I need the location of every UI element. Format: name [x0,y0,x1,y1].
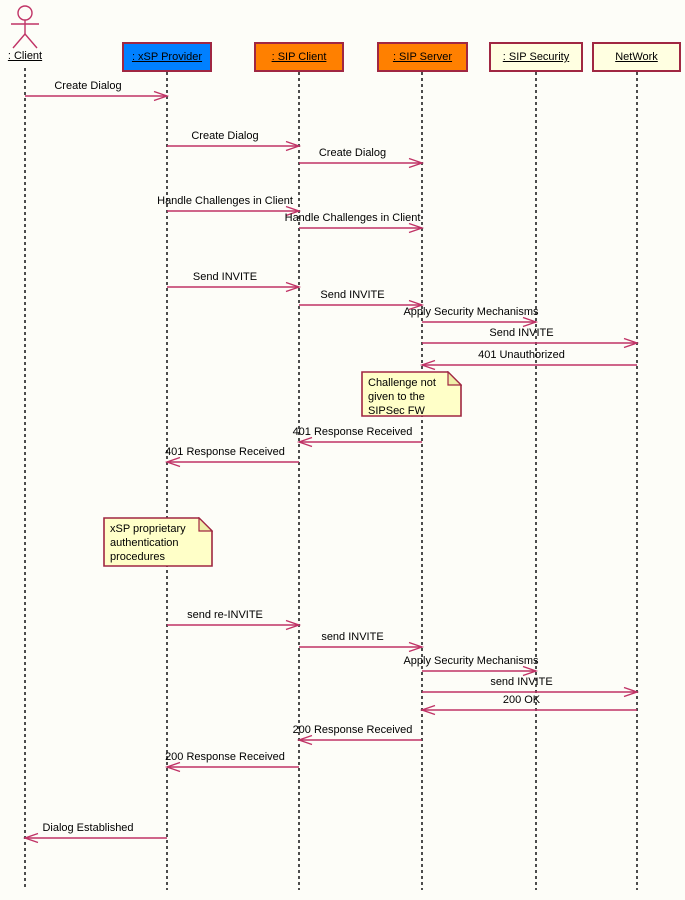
participant-box-sip-client[interactable]: : SIP Client [254,42,344,72]
participant-label-sip-client: : SIP Client [271,51,327,63]
participant-box-sip-server[interactable]: : SIP Server [377,42,468,72]
participant-label-xsp-provider: : xSP Provider [131,51,203,63]
message-label[interactable]: 401 Response Received [165,446,285,458]
arrowhead-icon [22,832,39,844]
lifeline-network [636,72,638,890]
lifeline-sip-client [298,72,300,890]
message-label[interactable]: Send INVITE [320,289,385,301]
lifeline-client [24,68,26,890]
message-label[interactable]: Send INVITE [192,271,258,283]
arrowhead-icon [296,734,313,746]
arrowhead-icon [164,761,181,773]
note-line: xSP proprietary [110,523,186,535]
note-challenge-not-given[interactable]: Challenge not given to the SIPSec FW [361,371,462,417]
participant-label-sip-security: : SIP Security [502,51,570,63]
note-line: SIPSec FW [368,405,425,417]
note-text: Challenge not given to the SIPSec FW [361,371,462,418]
participant-box-sip-security[interactable]: : SIP Security [489,42,583,72]
arrowhead-icon [419,704,436,716]
message-label[interactable]: send INVITE [321,631,384,643]
message-label[interactable]: Create Dialog [191,130,259,142]
message-label[interactable]: send re-INVITE [187,609,263,621]
message-label[interactable]: Handle Challenges in Client [284,212,421,224]
note-shape [103,517,213,567]
note-line: Challenge not [368,377,436,389]
message-label[interactable]: 200 Response Received [165,751,285,763]
note-xsp-proprietary-auth[interactable]: xSP proprietary authentication procedure… [103,517,213,567]
message-label[interactable]: Apply Security Mechanisms [403,306,539,318]
message-label[interactable]: 401 Response Received [292,426,413,438]
lifeline-sip-security [535,72,537,890]
message-label[interactable]: Create Dialog [54,80,122,92]
participant-box-xsp-provider[interactable]: : xSP Provider [122,42,212,72]
lifeline-sip-server [421,72,423,890]
participant-label-client: : Client [7,50,43,62]
message-label[interactable]: Send INVITE [489,327,554,339]
message-label[interactable]: Handle Challenges in Client [157,195,293,207]
note-line: procedures [110,551,166,563]
message-label[interactable]: send INVITE [490,676,553,688]
message-label[interactable]: 200 Response Received [292,724,413,736]
note-line: authentication [110,537,179,549]
message-label[interactable]: Apply Security Mechanisms [403,655,539,667]
participant-client[interactable]: : Client [0,3,50,62]
actor-icon [11,5,39,49]
note-line: given to the [368,391,425,403]
arrowhead-icon [296,436,313,448]
note-shape [361,371,462,417]
participant-box-network[interactable]: NetWork [592,42,681,72]
participant-label-sip-server: : SIP Server [392,51,453,63]
note-text: xSP proprietary authentication procedure… [103,517,213,564]
participant-label-network: NetWork [615,51,658,63]
message-label[interactable]: 401 Unauthorized [478,349,565,361]
lifeline-xsp-provider [166,72,168,890]
message-label[interactable]: Dialog Established [42,822,134,834]
arrowhead-icon [419,359,436,371]
arrowhead-icon [164,456,181,468]
message-label[interactable]: 200 OK [502,694,541,706]
message-label[interactable]: Create Dialog [318,147,387,159]
